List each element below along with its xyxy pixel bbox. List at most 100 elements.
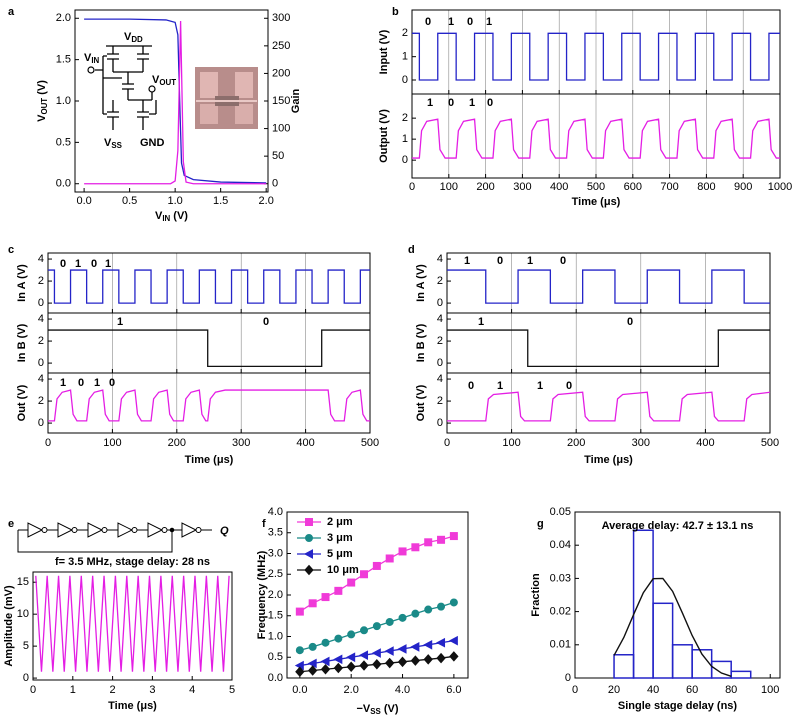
- marker: [397, 644, 407, 654]
- series-line: [447, 329, 770, 368]
- marker: [385, 617, 394, 626]
- marker: [358, 650, 369, 661]
- y-tick-label: 2: [437, 395, 443, 407]
- chart-title: f= 3.5 MHz, stage delay: 28 ns: [55, 556, 210, 568]
- circuit-label: GND: [140, 137, 165, 149]
- x-tick-label: 800: [697, 181, 715, 193]
- marker: [347, 630, 356, 639]
- marker: [410, 642, 420, 652]
- legend-label: 3 μm: [327, 532, 353, 544]
- series-line: [35, 575, 230, 672]
- y-tick-label: 0.0: [268, 672, 283, 684]
- histogram-bar: [710, 660, 732, 679]
- x-tick-label: 400: [696, 437, 714, 449]
- y-tick-label: 2: [402, 27, 408, 39]
- y-axis-label: In B (V): [16, 323, 28, 362]
- x-tick-label: 200: [567, 437, 585, 449]
- x-tick-label: 300: [513, 181, 531, 193]
- y2-tick-label: 100: [272, 122, 290, 134]
- x-axis-label-part: (V): [381, 703, 399, 715]
- histogram-bar: [613, 654, 635, 679]
- x-axis-label: Time (μs): [108, 700, 157, 712]
- y-tick-label: 2.0: [56, 12, 71, 24]
- input-node: [87, 66, 95, 74]
- y-tick-label: 4: [437, 253, 443, 265]
- marker: [308, 642, 317, 651]
- marker: [295, 607, 304, 616]
- y-tick-label: 0: [437, 297, 443, 309]
- y-tick-label: 0.05: [550, 506, 571, 518]
- x-tick-label: 300: [632, 437, 650, 449]
- plot-frame: [32, 571, 233, 681]
- x-tick-label: 700: [660, 181, 678, 193]
- chart-title: Average delay: 42.7 ± 13.1 ns: [602, 520, 754, 532]
- x-tick-label: 40: [647, 684, 659, 696]
- marker: [360, 626, 369, 635]
- y-tick-label: 2: [437, 275, 443, 287]
- y-tick-label: 0.5: [268, 651, 283, 663]
- x-tick-label: 500: [361, 437, 379, 449]
- x-tick-label: 60: [686, 684, 698, 696]
- x-tick-label: 0: [444, 437, 450, 449]
- x-tick-label: 2.0: [259, 195, 274, 207]
- marker: [334, 634, 343, 643]
- bit-label: 0: [627, 316, 633, 328]
- bit-label: 1: [105, 258, 111, 270]
- circuit-diagram: [95, 45, 157, 130]
- y-axis-label: In A (V): [415, 264, 427, 302]
- x-tick-label: 0: [572, 684, 578, 696]
- y2-tick-label: 250: [272, 40, 290, 52]
- marker: [423, 639, 433, 650]
- x-axis-label: −VSS (V): [356, 703, 398, 716]
- y-tick-label: 4: [38, 313, 44, 325]
- y-axis-label: In B (V): [415, 323, 427, 362]
- plot-frame: [574, 511, 781, 679]
- series-line: [48, 389, 370, 422]
- x-tick-label: 1.5: [213, 195, 228, 207]
- x-axis-label-part: SS: [370, 707, 381, 716]
- y-tick-label: 2: [402, 112, 408, 124]
- y-tick-label: 0.03: [550, 572, 571, 584]
- x-tick-label: 0.0: [76, 195, 91, 207]
- x-tick-label: 0: [45, 437, 51, 449]
- bit-label: 1: [469, 97, 475, 109]
- y-tick-label: 0: [437, 417, 443, 429]
- bit-label: 1: [478, 316, 484, 328]
- y-tick-label: 0: [402, 154, 408, 166]
- y-tick-label: 0: [38, 357, 44, 369]
- marker: [411, 609, 420, 618]
- x-tick-label: 20: [608, 684, 620, 696]
- circuit-label-part: OUT: [159, 78, 176, 87]
- y-tick-label: 2.0: [268, 589, 283, 601]
- bit-label: 1: [497, 380, 503, 392]
- marker: [346, 661, 356, 673]
- x-tick-label: 400: [296, 437, 314, 449]
- x-tick-label: 600: [624, 181, 642, 193]
- y-axis-label: Amplitude (mV): [3, 585, 15, 667]
- x-tick-label: 500: [761, 437, 779, 449]
- x-axis-label: Time (μs): [572, 196, 621, 208]
- series-line: [447, 269, 770, 304]
- y-tick-label: 3.0: [268, 547, 283, 559]
- x-axis-label-part: IN: [162, 214, 170, 223]
- circuit-label: VOUT: [152, 74, 176, 87]
- marker: [385, 554, 394, 563]
- bit-label: 0: [566, 380, 572, 392]
- y-axis-label: In A (V): [16, 264, 28, 302]
- bit-label: 0: [109, 377, 115, 389]
- x-tick-label: 400: [550, 181, 568, 193]
- bit-label: 1: [427, 97, 433, 109]
- legend-marker: [305, 534, 313, 542]
- marker: [295, 666, 305, 678]
- x-axis-label: Time (μs): [584, 454, 633, 466]
- marker: [372, 659, 382, 670]
- bit-label: 0: [560, 255, 566, 267]
- panel-letter: a: [8, 6, 15, 18]
- marker: [333, 662, 344, 674]
- bit-label: 1: [117, 316, 123, 328]
- x-tick-label: 80: [725, 684, 737, 696]
- y-axis-label-part: V: [36, 114, 48, 122]
- marker: [423, 654, 433, 665]
- panel-letter: d: [408, 244, 415, 256]
- x-axis-label: Time (μs): [185, 454, 234, 466]
